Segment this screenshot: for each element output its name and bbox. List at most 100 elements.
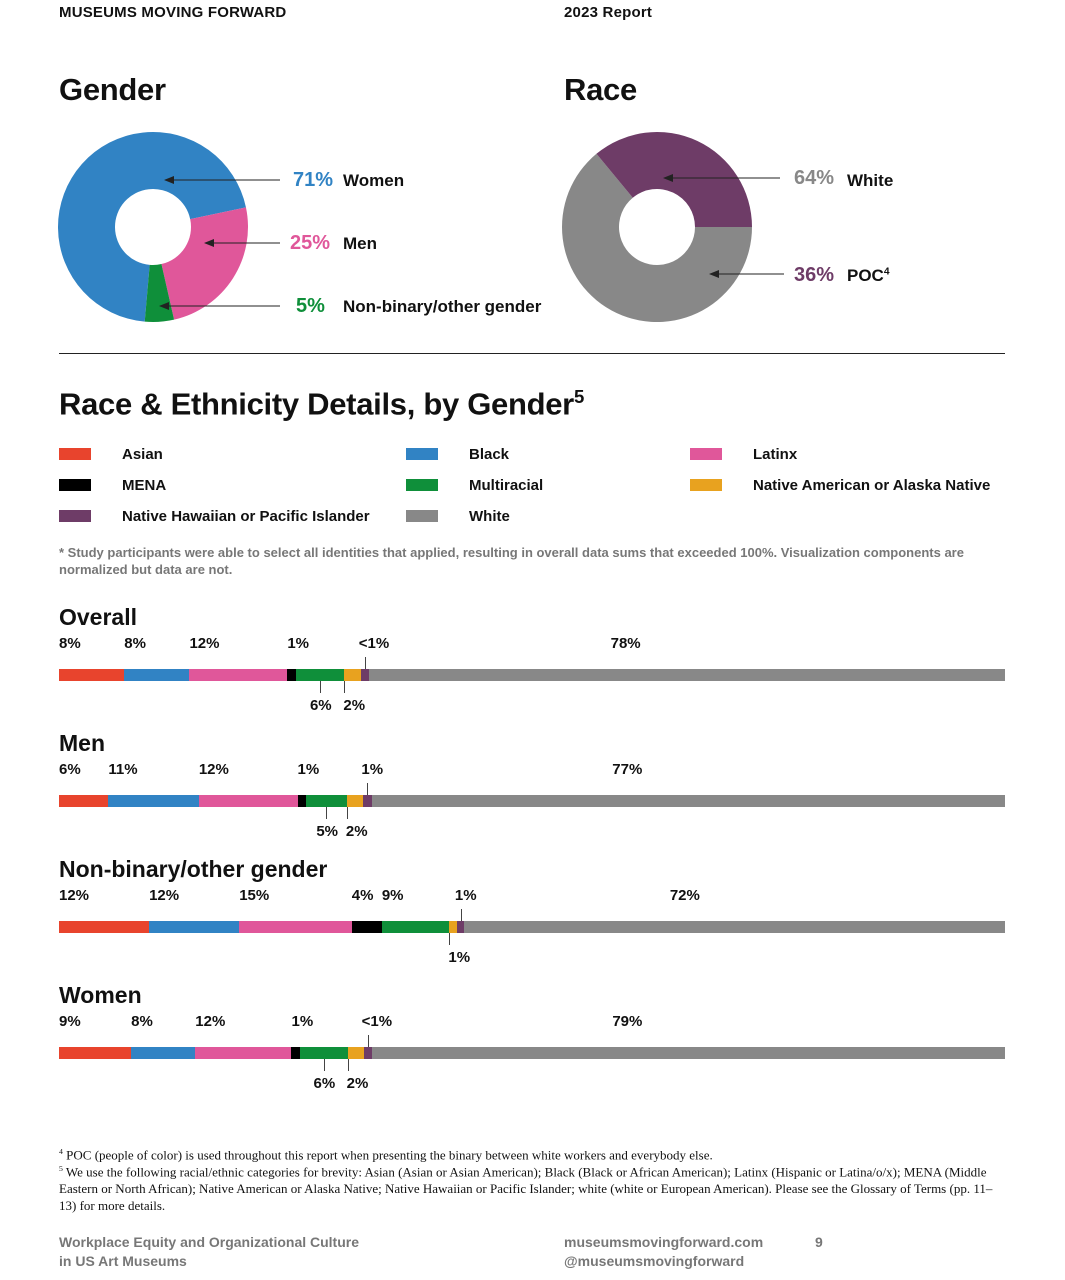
legend-swatch xyxy=(59,448,91,460)
bar-segment xyxy=(381,921,450,933)
gender-nonbinary-label: Non-binary/other gender xyxy=(343,297,542,316)
gender-men-label: Men xyxy=(343,234,377,253)
race-poc-pct: 36% xyxy=(794,264,835,286)
bar-segment xyxy=(291,1047,300,1059)
bar-value-label: 12% xyxy=(59,887,90,904)
stacked-bar xyxy=(59,669,1006,681)
bar-value-label: 1% xyxy=(291,1013,314,1030)
bar-segment xyxy=(108,795,200,807)
gender-donut-chart xyxy=(58,132,249,322)
callout-arrows xyxy=(159,174,784,310)
legend-label: Native American or Alaska Native xyxy=(753,477,991,494)
legend-label: Native Hawaiian or Pacific Islander xyxy=(122,508,370,525)
bar-value-label: 11% xyxy=(108,761,138,778)
bar-segment xyxy=(360,669,370,681)
stacked-bar xyxy=(59,921,1006,933)
gender-men-pct: 25% xyxy=(290,232,331,254)
bar-segment xyxy=(371,795,1006,807)
bar-value-label: 1% xyxy=(454,887,477,904)
details-title: Race & Ethnicity Details, by Gender5 xyxy=(59,386,584,422)
legend-label: Black xyxy=(469,446,510,463)
race-white-label: White xyxy=(847,171,894,190)
bar-value-label: 8% xyxy=(59,635,81,652)
bar-value-label: 1% xyxy=(361,761,384,778)
bar-segment xyxy=(456,921,465,933)
bar-segment xyxy=(59,669,125,681)
stacked-bar xyxy=(59,795,1006,807)
pie-slice-women xyxy=(58,132,246,322)
pie-slice-men xyxy=(161,207,249,320)
bar-title: Men xyxy=(59,730,105,756)
bar-value-label: 1% xyxy=(287,635,310,652)
bar-segment xyxy=(195,1047,292,1059)
bar-segment xyxy=(305,795,348,807)
legend-label: Asian xyxy=(122,446,163,463)
bar-segment xyxy=(295,669,345,681)
bar-value-label: 8% xyxy=(131,1013,153,1030)
race-title: Race xyxy=(564,72,637,107)
bar-value-label: 2% xyxy=(343,697,366,714)
bar-segment xyxy=(299,1047,349,1059)
page-number: 9 xyxy=(815,1234,823,1250)
footer-links: museumsmovingforward.com @museumsmovingf… xyxy=(564,1233,763,1271)
bar-segment xyxy=(124,669,190,681)
bar-segment xyxy=(239,921,353,933)
bar-segment xyxy=(287,669,296,681)
footer-website-link[interactable]: museumsmovingforward.com xyxy=(564,1234,764,1250)
bar-segment xyxy=(131,1047,196,1059)
bar-value-label: 2% xyxy=(346,1075,369,1092)
legend-swatch xyxy=(59,510,91,522)
bar-value-label: 15% xyxy=(239,887,270,904)
legend-label: Latinx xyxy=(753,446,798,463)
report-series-title: MUSEUMS MOVING FORWARD xyxy=(59,4,287,21)
section-divider xyxy=(59,353,1005,354)
race-donut-chart xyxy=(562,132,752,323)
bar-value-label: 6% xyxy=(309,697,332,714)
bar-value-label: 78% xyxy=(610,635,641,652)
bar-title: Non-binary/other gender xyxy=(59,856,328,882)
bar-title: Women xyxy=(59,982,142,1008)
legend-swatch xyxy=(59,479,91,491)
bar-value-label: 79% xyxy=(612,1013,643,1030)
bar-segment xyxy=(198,795,299,807)
bar-value-label: 1% xyxy=(448,949,471,966)
bar-segment xyxy=(347,1047,365,1059)
bar-segment xyxy=(363,1047,373,1059)
legend-swatch xyxy=(690,479,722,491)
donut-charts xyxy=(58,132,784,323)
legend-swatch xyxy=(406,479,438,491)
footer-social-handle[interactable]: @museumsmovingforward xyxy=(564,1253,745,1269)
bar-segment xyxy=(449,921,458,933)
legend-swatch xyxy=(406,448,438,460)
bar-value-label: 9% xyxy=(381,887,404,904)
bar-value-label: 1% xyxy=(297,761,320,778)
bar-value-label: 9% xyxy=(59,1013,81,1030)
gender-women-pct: 71% xyxy=(293,169,334,191)
bar-segment xyxy=(346,795,364,807)
bar-value-label: 6% xyxy=(59,761,81,778)
bar-segment xyxy=(297,795,307,807)
bar-segment xyxy=(363,795,373,807)
bar-value-label: 12% xyxy=(189,635,220,652)
bar-value-label: <1% xyxy=(358,635,390,652)
legend-label: Multiracial xyxy=(469,477,544,494)
bar-segment xyxy=(464,921,1006,933)
bar-value-label: 12% xyxy=(195,1013,226,1030)
gender-title: Gender xyxy=(59,72,166,107)
bar-segment xyxy=(368,669,1006,681)
bar-value-label: 6% xyxy=(313,1075,336,1092)
race-white-pct: 64% xyxy=(794,167,835,189)
bar-value-label: 12% xyxy=(198,761,229,778)
footnote-4: 4 POC (people of color) is used througho… xyxy=(59,1147,713,1163)
bar-segment xyxy=(59,795,109,807)
legend-swatch xyxy=(406,510,438,522)
footer-title: Workplace Equity and Organizational Cult… xyxy=(59,1234,360,1269)
bar-value-label: 2% xyxy=(345,823,368,840)
legend-swatch xyxy=(690,448,722,460)
bar-segment xyxy=(189,669,288,681)
bar-value-label: 5% xyxy=(316,823,339,840)
race-poc-label: POC4 xyxy=(847,266,890,285)
legend-label: White xyxy=(469,508,510,525)
bar-value-label: <1% xyxy=(361,1013,393,1030)
footnote-5: 5 We use the following racial/ethnic cat… xyxy=(59,1164,993,1214)
